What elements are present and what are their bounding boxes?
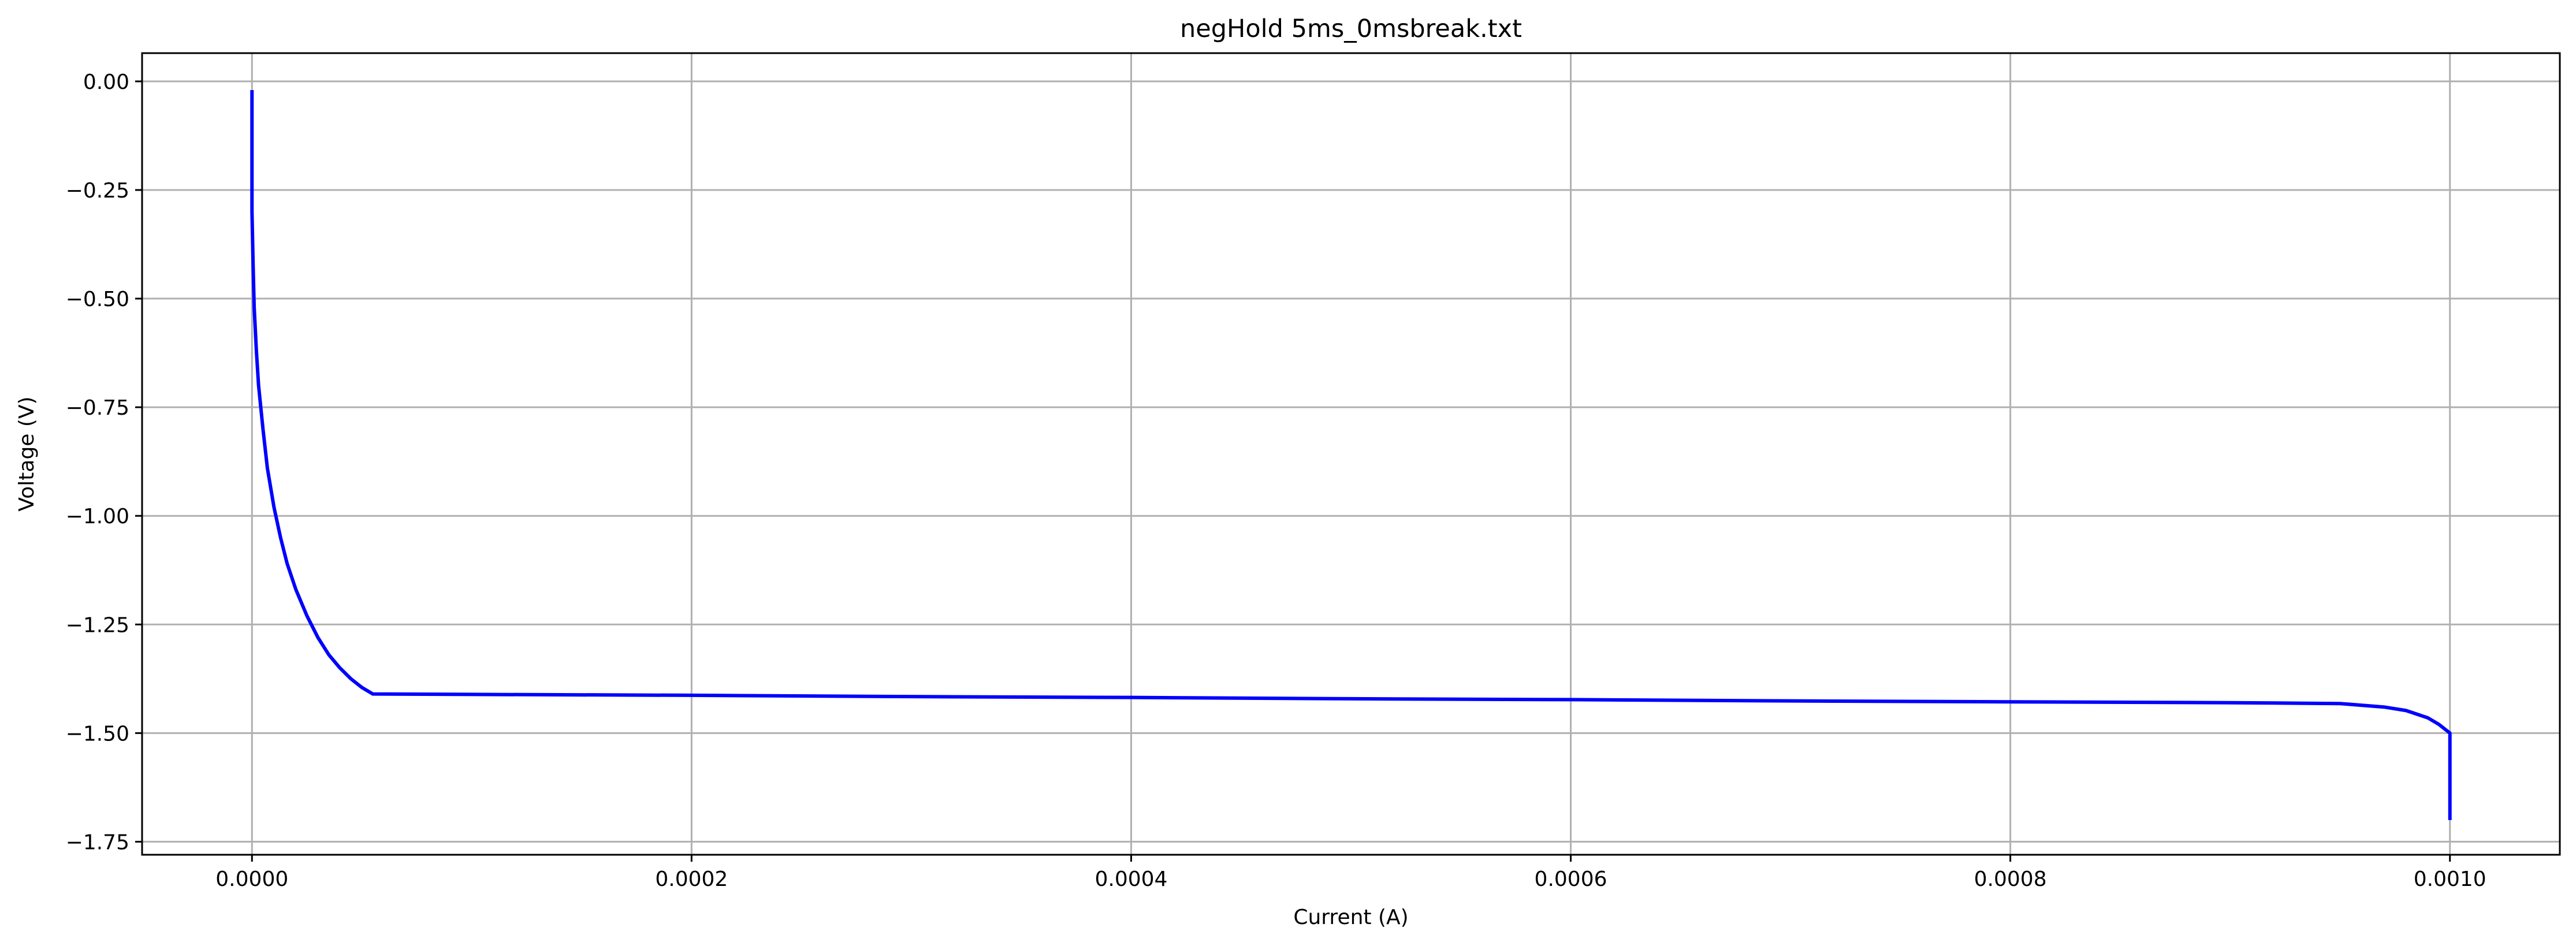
y-tick-label: −1.75	[66, 830, 129, 854]
x-tick-label: 0.0000	[215, 867, 288, 891]
y-tick-label: −0.75	[66, 396, 129, 420]
x-tick-label: 0.0006	[1535, 867, 1607, 891]
y-tick-label: −1.25	[66, 613, 129, 637]
grid	[142, 53, 2560, 855]
y-axis: 0.00 −0.25 −0.50 −0.75 −1.00 −1.25 −1.50 −1.75	[66, 70, 142, 854]
y-tick-label: −1.00	[66, 505, 129, 528]
chart-title: negHold 5ms_0msbreak.txt	[1180, 14, 1522, 43]
series-line	[250, 90, 2452, 820]
plot-frame	[141, 52, 2561, 856]
y-tick-label: 0.00	[83, 70, 129, 94]
x-tick-label: 0.0002	[655, 867, 728, 891]
y-axis-label: Voltage (V)	[15, 396, 39, 511]
x-tick-label: 0.0004	[1095, 867, 1167, 891]
series-layer	[250, 90, 2452, 820]
x-tick-label: 0.0008	[1974, 867, 2047, 891]
y-tick-label: −1.50	[66, 722, 129, 746]
x-axis: 0.0000 0.0002 0.0004 0.0006 0.0008 0.0010	[215, 855, 2486, 891]
x-axis-label: Current (A)	[1293, 906, 1408, 929]
y-tick-label: −0.25	[66, 179, 129, 203]
axes-frame	[141, 52, 2561, 856]
x-tick-label: 0.0010	[2414, 867, 2486, 891]
y-tick-label: −0.50	[66, 288, 129, 311]
